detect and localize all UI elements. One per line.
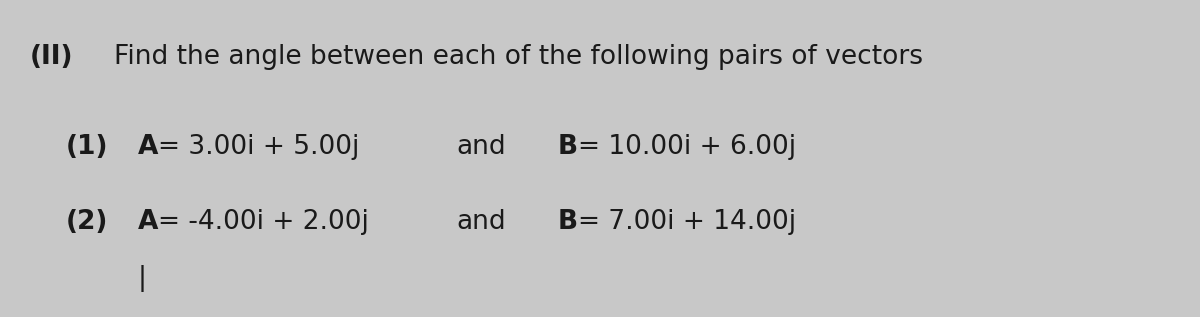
Text: (2): (2) xyxy=(66,209,108,235)
Text: A: A xyxy=(138,209,158,235)
Text: and: and xyxy=(456,209,505,235)
Text: and: and xyxy=(456,134,505,160)
Text: = 10.00i + 6.00j: = 10.00i + 6.00j xyxy=(578,134,797,160)
Text: |: | xyxy=(138,265,148,293)
Text: B: B xyxy=(558,134,578,160)
Text: (II): (II) xyxy=(30,44,73,70)
Text: A: A xyxy=(138,134,158,160)
Text: Find the angle between each of the following pairs of vectors: Find the angle between each of the follo… xyxy=(114,44,923,70)
Text: B: B xyxy=(558,209,578,235)
Text: = -4.00i + 2.00j: = -4.00i + 2.00j xyxy=(158,209,370,235)
Text: = 3.00i + 5.00j: = 3.00i + 5.00j xyxy=(158,134,360,160)
Text: = 7.00i + 14.00j: = 7.00i + 14.00j xyxy=(578,209,797,235)
Text: (1): (1) xyxy=(66,134,108,160)
